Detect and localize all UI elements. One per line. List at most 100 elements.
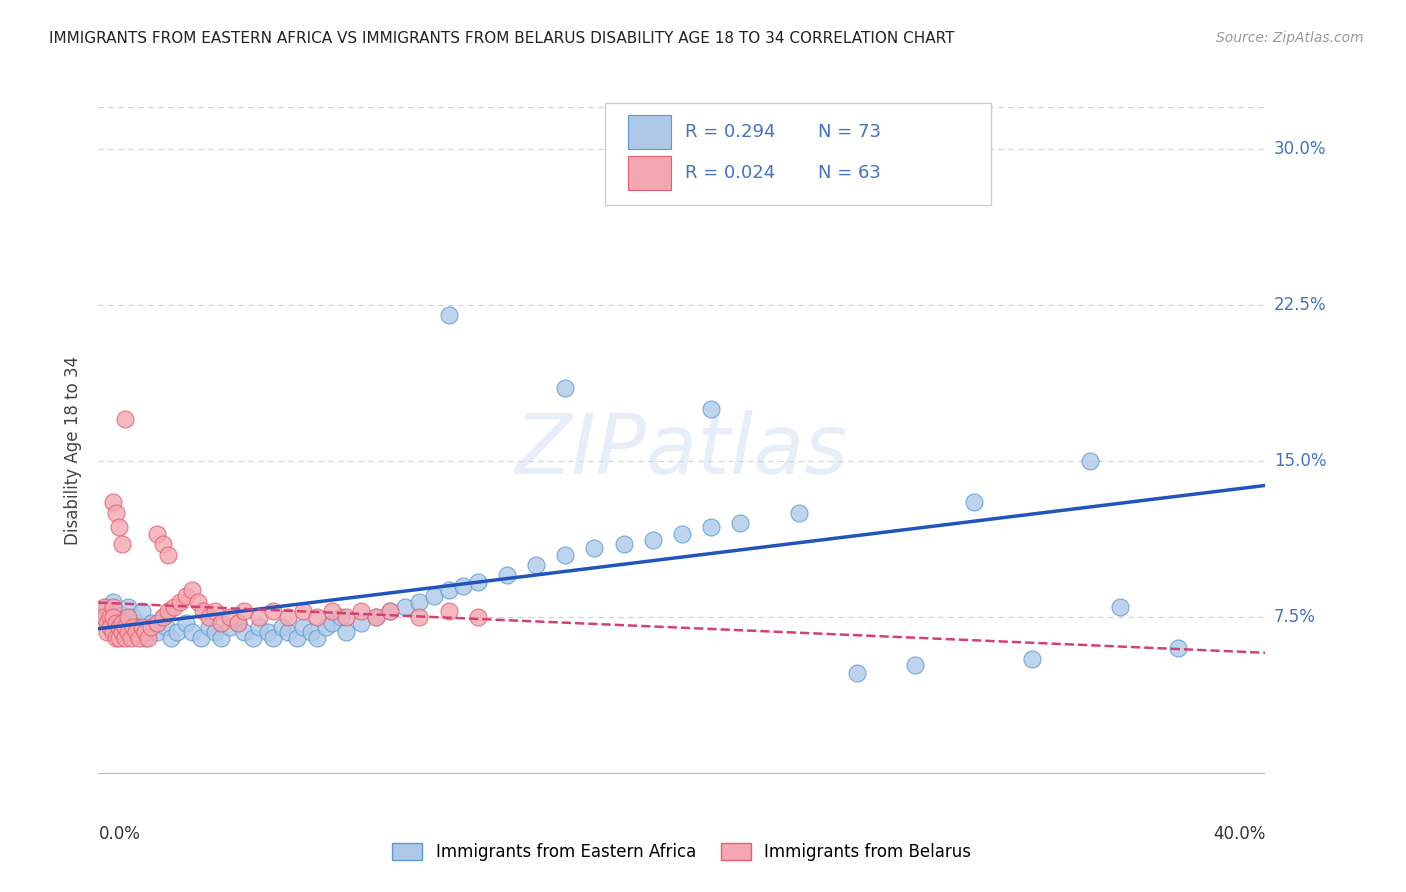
Point bbox=[380, 604, 402, 618]
Point bbox=[101, 595, 124, 609]
Point bbox=[146, 616, 169, 631]
Point bbox=[108, 520, 131, 534]
Point bbox=[394, 599, 416, 614]
Point bbox=[101, 610, 124, 624]
Point bbox=[262, 604, 284, 618]
Point bbox=[152, 610, 174, 624]
Point bbox=[218, 620, 240, 634]
Point bbox=[787, 506, 810, 520]
Point bbox=[146, 526, 169, 541]
Point bbox=[155, 620, 177, 634]
Point bbox=[152, 537, 174, 551]
Point bbox=[583, 541, 606, 556]
Point bbox=[157, 604, 180, 618]
Point bbox=[101, 620, 124, 634]
Point bbox=[612, 537, 634, 551]
Point bbox=[700, 401, 723, 416]
Text: R = 0.024: R = 0.024 bbox=[685, 164, 775, 182]
Point bbox=[136, 631, 159, 645]
Point bbox=[315, 620, 337, 634]
Legend: Immigrants from Eastern Africa, Immigrants from Belarus: Immigrants from Eastern Africa, Immigran… bbox=[385, 837, 979, 868]
Point bbox=[256, 624, 278, 639]
Point bbox=[218, 610, 240, 624]
Point bbox=[408, 610, 430, 624]
Point bbox=[277, 624, 299, 639]
Point bbox=[307, 610, 329, 624]
Point bbox=[131, 604, 153, 618]
Point bbox=[496, 568, 519, 582]
Point bbox=[125, 624, 148, 639]
Text: 7.5%: 7.5% bbox=[1274, 608, 1316, 626]
Point bbox=[96, 599, 118, 614]
Point bbox=[198, 620, 221, 634]
Point bbox=[111, 624, 134, 639]
Text: 0.0%: 0.0% bbox=[98, 825, 141, 843]
Point bbox=[437, 308, 460, 322]
Text: IMMIGRANTS FROM EASTERN AFRICA VS IMMIGRANTS FROM BELARUS DISABILITY AGE 18 TO 3: IMMIGRANTS FROM EASTERN AFRICA VS IMMIGR… bbox=[49, 31, 955, 46]
Point bbox=[122, 620, 145, 634]
Point bbox=[93, 610, 115, 624]
Point bbox=[350, 616, 373, 631]
Point bbox=[166, 624, 188, 639]
Point bbox=[187, 595, 209, 609]
Point bbox=[329, 610, 352, 624]
Point bbox=[157, 548, 180, 562]
Point bbox=[114, 412, 136, 426]
Point bbox=[101, 624, 124, 639]
Point bbox=[204, 604, 226, 618]
Text: ZIPatlas: ZIPatlas bbox=[515, 410, 849, 491]
Point bbox=[350, 604, 373, 618]
Text: 22.5%: 22.5% bbox=[1274, 296, 1326, 314]
Point bbox=[291, 604, 314, 618]
Point bbox=[114, 620, 136, 634]
Text: N = 63: N = 63 bbox=[818, 164, 882, 182]
Point bbox=[335, 610, 357, 624]
Point bbox=[117, 610, 139, 624]
Point bbox=[700, 520, 723, 534]
Point bbox=[299, 624, 322, 639]
Point bbox=[554, 381, 576, 395]
Point bbox=[291, 620, 314, 634]
Point bbox=[125, 620, 148, 634]
Point bbox=[204, 624, 226, 639]
Point bbox=[98, 620, 121, 634]
Point bbox=[451, 579, 474, 593]
Point bbox=[554, 548, 576, 562]
Point bbox=[321, 616, 343, 631]
Point bbox=[152, 610, 174, 624]
Point bbox=[117, 599, 139, 614]
Point bbox=[111, 616, 134, 631]
Point bbox=[380, 604, 402, 618]
Point bbox=[730, 516, 752, 531]
Point bbox=[671, 526, 693, 541]
Text: 15.0%: 15.0% bbox=[1274, 452, 1326, 470]
Point bbox=[1167, 641, 1189, 656]
Point bbox=[120, 631, 142, 645]
Point bbox=[467, 610, 489, 624]
Point bbox=[233, 604, 256, 618]
Point bbox=[96, 624, 118, 639]
Point bbox=[285, 631, 308, 645]
Point bbox=[131, 620, 153, 634]
Point bbox=[190, 631, 212, 645]
Point bbox=[262, 631, 284, 645]
Point bbox=[174, 589, 197, 603]
Text: R = 0.294: R = 0.294 bbox=[685, 123, 775, 141]
Point bbox=[101, 495, 124, 509]
Point bbox=[1080, 454, 1102, 468]
Point bbox=[101, 599, 124, 614]
Point bbox=[437, 604, 460, 618]
Point bbox=[108, 631, 131, 645]
Point bbox=[93, 610, 115, 624]
Point bbox=[1108, 599, 1130, 614]
Point bbox=[1021, 651, 1043, 665]
Point bbox=[307, 631, 329, 645]
Point bbox=[364, 610, 387, 624]
Point bbox=[174, 616, 197, 631]
Point bbox=[169, 595, 191, 609]
Point bbox=[271, 620, 294, 634]
Point bbox=[524, 558, 547, 572]
Text: 30.0%: 30.0% bbox=[1274, 140, 1326, 158]
Point bbox=[139, 616, 162, 631]
Point bbox=[423, 589, 446, 603]
